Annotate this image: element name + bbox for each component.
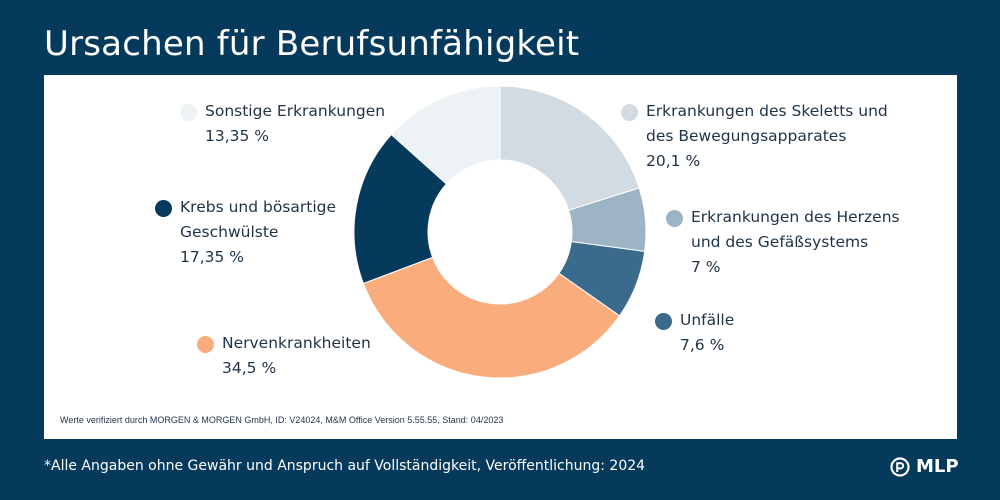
legend-item-nerves: Nervenkrankheiten 34,5 %	[197, 334, 371, 381]
legend-item-other: Sonstige Erkrankungen 13,35 %	[180, 102, 385, 149]
legend-item-cancer: Krebs und bösartige Geschwülste 17,35 %	[155, 198, 336, 270]
legend-dot-nerves	[197, 336, 214, 353]
legend-value-heart: 7 %	[691, 258, 721, 276]
legend-value-other: 13,35 %	[205, 127, 270, 145]
donut-slice-skeleton	[499, 85, 640, 211]
chart-panel: Sonstige Erkrankungen 13,35 % Krebs und …	[44, 75, 957, 439]
legend-label-heart: Erkrankungen des Herzens und des Gefäßsy…	[691, 208, 900, 251]
legend-label-accidents: Unfälle	[680, 311, 735, 329]
legend-value-nerves: 34,5 %	[222, 359, 277, 377]
legend-dot-accidents	[655, 313, 672, 330]
donut-chart	[353, 85, 647, 379]
donut-slice-other	[390, 85, 501, 185]
footnote: *Alle Angaben ohne Gewähr und Anspruch a…	[44, 458, 646, 474]
legend-label-cancer: Krebs und bösartige Geschwülste	[180, 198, 337, 241]
brand-name: MLP	[916, 456, 959, 477]
legend-dot-skeleton	[621, 104, 638, 121]
page-title: Ursachen für Berufsunfähigkeit	[44, 24, 580, 64]
legend-value-cancer: 17,35 %	[180, 248, 245, 266]
legend-label-nerves: Nervenkrankheiten	[222, 334, 371, 352]
legend-value-skeleton: 20,1 %	[646, 152, 701, 170]
donut-slice-nerves	[362, 256, 621, 379]
legend-label-other: Sonstige Erkrankungen	[205, 102, 386, 120]
legend-dot-cancer	[155, 200, 172, 217]
legend-dot-other	[180, 104, 197, 121]
legend-item-accidents: Unfälle 7,6 %	[655, 311, 734, 358]
mlp-logo-icon	[890, 456, 910, 477]
legend-dot-heart	[666, 210, 683, 227]
legend-label-skeleton: Erkrankungen des Skeletts und des Bewegu…	[646, 102, 888, 145]
legend-value-accidents: 7,6 %	[680, 336, 725, 354]
legend-item-skeleton: Erkrankungen des Skeletts und des Bewegu…	[621, 102, 888, 174]
legend-item-heart: Erkrankungen des Herzens und des Gefäßsy…	[666, 208, 900, 280]
brand: MLP	[890, 456, 959, 477]
source-note: Werte verifiziert durch MORGEN & MORGEN …	[60, 415, 504, 425]
